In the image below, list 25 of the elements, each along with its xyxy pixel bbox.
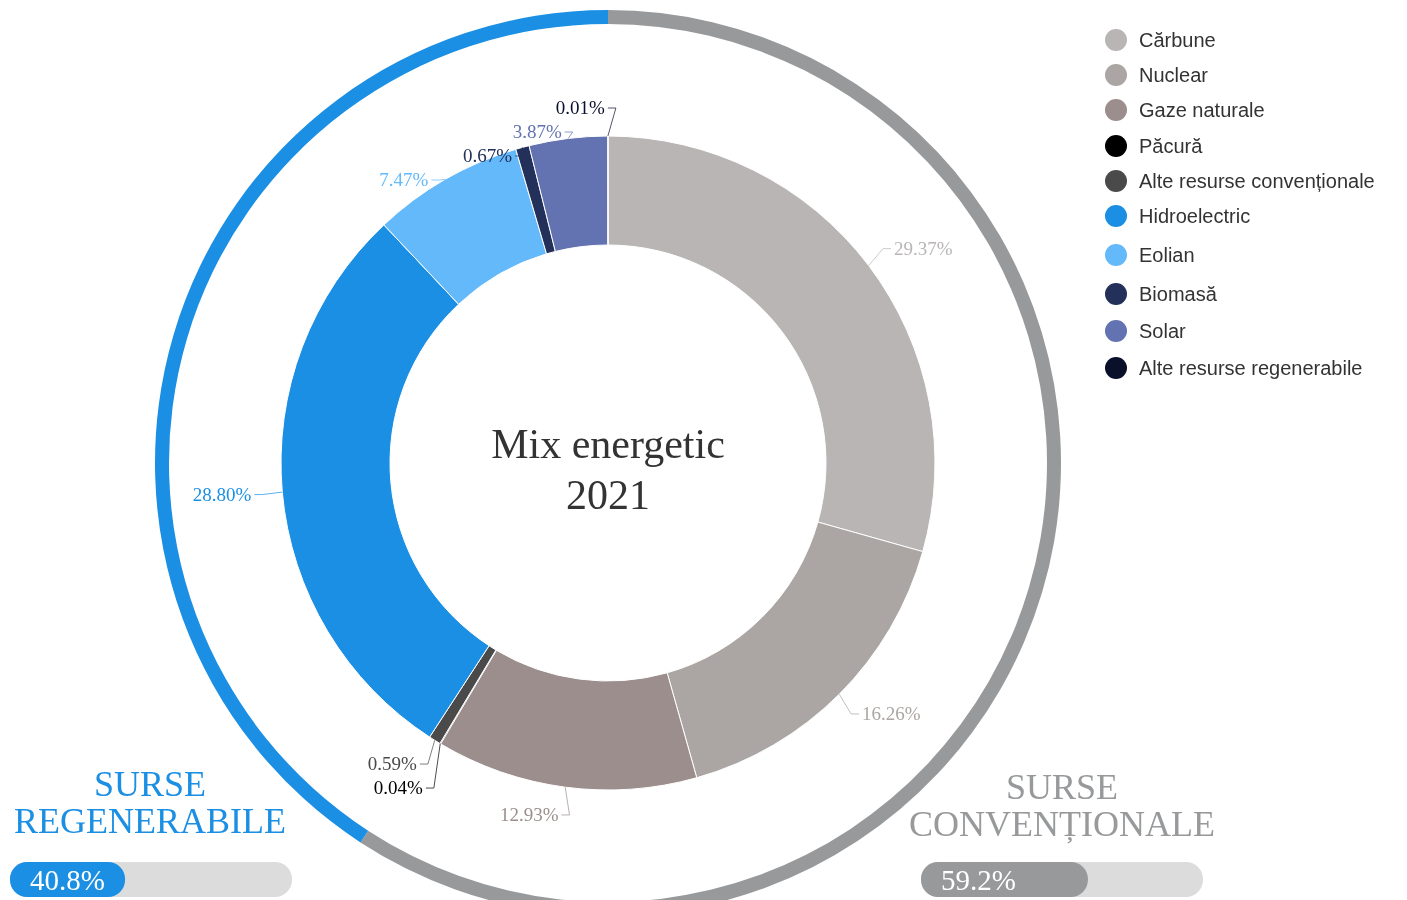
legend-label: Eolian bbox=[1139, 244, 1195, 266]
data-label: 12.93% bbox=[499, 803, 559, 825]
data-label: 40.8% bbox=[30, 864, 105, 896]
legend-label: Alte resurse regenerabile bbox=[1139, 357, 1363, 379]
text: Mix energetic bbox=[491, 421, 725, 467]
legend-label: Solar bbox=[1139, 320, 1187, 342]
data-label: 59.2% bbox=[941, 864, 1016, 896]
slice-label: SURSE REGENERABILE bbox=[14, 764, 286, 841]
text: 2021 bbox=[566, 472, 650, 518]
legend-label: Biomasă bbox=[1139, 283, 1218, 305]
slice-label: SURSE CONVENȚIONALE bbox=[909, 767, 1215, 844]
data-label: 0.04% bbox=[373, 777, 424, 799]
data-label: 29.37% bbox=[894, 237, 953, 259]
data-label: 0.59% bbox=[367, 753, 418, 775]
legend-label: Hidroelectric bbox=[1139, 205, 1251, 227]
legend-label: Gaze naturale bbox=[1139, 99, 1265, 121]
legend-label: Păcură bbox=[1139, 135, 1204, 157]
legend-label: Nuclear bbox=[1139, 64, 1209, 86]
legend-label: Alte resurse convenționale bbox=[1139, 170, 1375, 192]
data-label: 28.80% bbox=[192, 483, 252, 505]
data-label: 0.01% bbox=[555, 97, 606, 118]
legend-label: Cărbune bbox=[1139, 29, 1216, 51]
data-label: 7.47% bbox=[379, 169, 429, 190]
data-label: 16.26% bbox=[862, 702, 921, 724]
data-label: 3.87% bbox=[512, 121, 562, 142]
